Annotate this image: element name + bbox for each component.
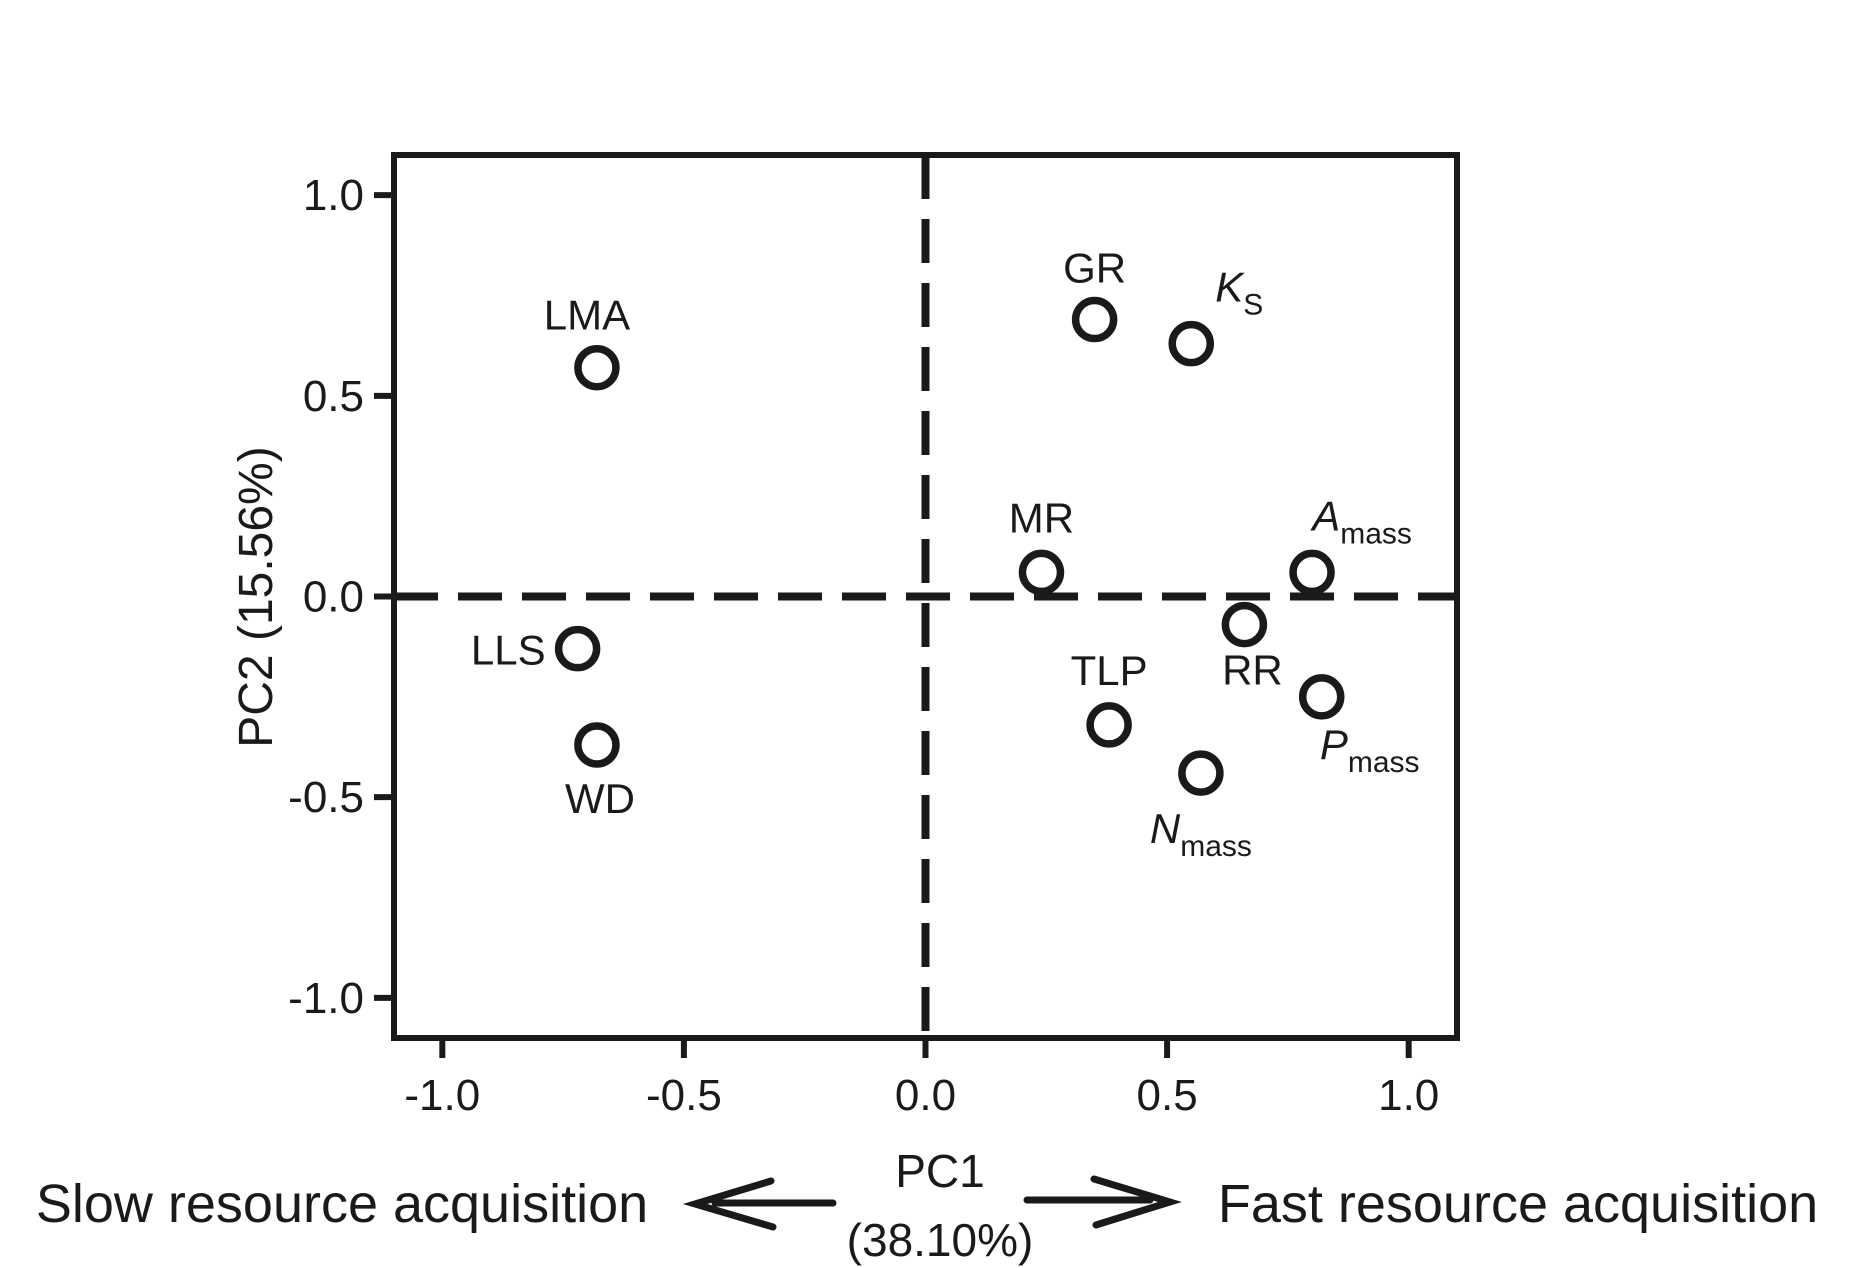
- y-tick-label: 0.0: [303, 573, 364, 622]
- right-arrow-icon: [1023, 1175, 1182, 1229]
- y-axis-title: PC2 (15.56%): [230, 446, 283, 747]
- data-point-marker-Amass: [1289, 549, 1335, 596]
- y-tick-label: 1.0: [303, 171, 364, 220]
- data-point-marker-TLP: [1086, 702, 1132, 748]
- data-point-marker-KS: [1168, 320, 1214, 367]
- x-tick-label: -1.0: [404, 1071, 480, 1120]
- data-point-marker-WD: [574, 722, 620, 768]
- y-axis: -1.0 -0.5 0.0 0.5 1.0: [288, 171, 394, 1023]
- data-point-label-Amass: Amass: [1309, 492, 1412, 550]
- data-point-marker-RR: [1221, 601, 1268, 648]
- x-axis-title-line2: (38.10%): [847, 1214, 1034, 1266]
- data-point-label-Nmass: Nmass: [1150, 805, 1252, 863]
- left-arrow-icon: [682, 1177, 837, 1231]
- data-point-marker-LLS: [554, 625, 601, 672]
- data-point-marker-LMA: [574, 344, 620, 391]
- data-point-label-LLS: LLS: [471, 627, 546, 674]
- data-point-marker-Pmass: [1298, 674, 1345, 720]
- data-point-label-LMA: LMA: [544, 292, 630, 339]
- x-tick-label: 1.0: [1378, 1071, 1439, 1120]
- x-axis: -1.0 -0.5 0.0 0.5 1.0: [404, 1038, 1439, 1120]
- x-tick-label: 0.5: [1137, 1071, 1198, 1120]
- y-tick-label: -1.0: [288, 974, 364, 1023]
- y-tick-label: -0.5: [288, 773, 364, 822]
- data-point-label-MR: MR: [1009, 494, 1074, 541]
- data-point-marker-MR: [1018, 549, 1065, 596]
- data-point-marker-Nmass: [1178, 750, 1224, 796]
- fast-acquisition-annotation: Fast resource acquisition: [1218, 1174, 1818, 1234]
- data-point-label-RR: RR: [1222, 647, 1283, 694]
- data-point-label-KS: KS: [1215, 264, 1263, 322]
- x-axis-title-line1: PC1: [895, 1145, 984, 1197]
- zero-reference-lines: [394, 155, 1457, 1038]
- slow-acquisition-annotation: Slow resource acquisition: [36, 1174, 648, 1234]
- data-points-layer: LMA LLS WD GR KS MR Amass RR TLP Pmass Nmass: [471, 245, 1420, 864]
- data-point-label-WD: WD: [565, 775, 635, 822]
- data-point-label-TLP: TLP: [1071, 647, 1148, 694]
- x-tick-label: -0.5: [646, 1071, 722, 1120]
- y-tick-label: 0.5: [303, 372, 364, 421]
- data-point-marker-GR: [1071, 296, 1118, 343]
- x-tick-label: 0.0: [895, 1071, 956, 1120]
- data-point-label-Pmass: Pmass: [1320, 721, 1420, 779]
- data-point-label-GR: GR: [1063, 245, 1126, 292]
